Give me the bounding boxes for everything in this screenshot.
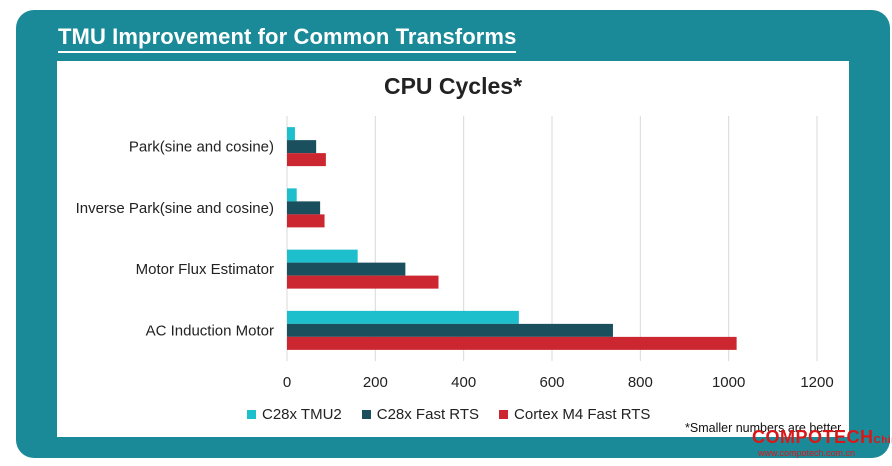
category-label: Park(sine and cosine) — [129, 139, 274, 156]
bar-c28x-tmu2 — [287, 188, 297, 202]
bar-cortex-m4-fast-rts — [287, 275, 439, 289]
legend-swatch-1 — [361, 410, 371, 419]
legend-item: C28x Fast RTS — [361, 406, 480, 423]
bar-c28x-fast-rts — [287, 262, 406, 276]
chart-panel: CPU Cycles* Park(sine and cosine) Inverse… — [57, 61, 849, 437]
legend: C28x TMU2 C28x Fast RTS Cortex M4 Fast R… — [247, 406, 650, 423]
category-label: AC Induction Motor — [146, 322, 274, 339]
x-tick-label: 1000 — [712, 374, 745, 391]
x-tick-label: 200 — [363, 374, 388, 391]
x-tick-label: 1200 — [800, 374, 833, 391]
bar-cortex-m4-fast-rts — [287, 336, 737, 350]
x-tick-label: 800 — [628, 374, 653, 391]
category-label: Inverse Park(sine and cosine) — [76, 200, 274, 217]
bar-c28x-tmu2 — [287, 127, 295, 141]
bar-c28x-fast-rts — [287, 323, 613, 337]
footnote: *Smaller numbers are better — [685, 421, 842, 435]
x-tick-label: 400 — [451, 374, 476, 391]
watermark-logo: COMPOTECHChina — [752, 427, 892, 448]
bar-c28x-tmu2 — [287, 310, 519, 324]
legend-item: C28x TMU2 — [247, 406, 342, 423]
slide-title: TMU Improvement for Common Transforms — [58, 24, 517, 53]
watermark-url: www.compotech.com.cn — [758, 448, 856, 458]
bar-c28x-fast-rts — [287, 201, 321, 215]
chart-title: CPU Cycles* — [383, 73, 523, 99]
x-tick-label: 600 — [539, 374, 564, 391]
legend-swatch-0 — [247, 410, 256, 419]
bar-chart: Park(sine and cosine) Inverse Park(sine a… — [76, 116, 834, 391]
bar-cortex-m4-fast-rts — [287, 214, 325, 228]
watermark-suffix: China — [873, 435, 892, 446]
legend-swatch-2 — [499, 410, 509, 419]
legend-label-2: Cortex M4 Fast RTS — [514, 406, 651, 423]
legend-label-1: C28x Fast RTS — [376, 406, 480, 423]
x-tick-label: 0 — [283, 374, 291, 391]
category-label: Motor Flux Estimator — [136, 261, 274, 278]
bar-cortex-m4-fast-rts — [287, 153, 326, 167]
bar-c28x-fast-rts — [287, 140, 317, 154]
bar-c28x-tmu2 — [287, 249, 358, 263]
legend-item: Cortex M4 Fast RTS — [499, 406, 650, 423]
watermark-brand: COMPOTECH — [752, 427, 874, 447]
legend-label-0: C28x TMU2 — [262, 406, 342, 423]
